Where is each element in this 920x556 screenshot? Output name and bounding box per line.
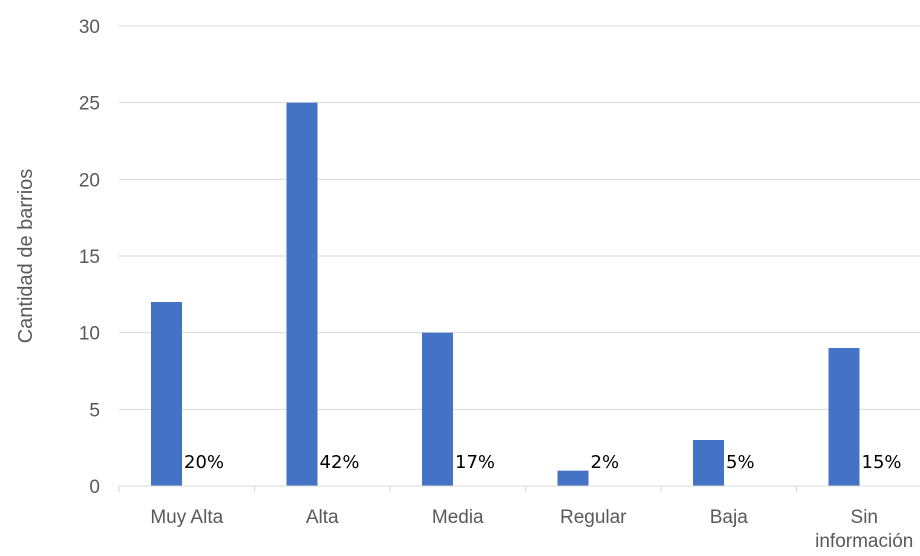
x-category-label: Regular	[560, 507, 627, 528]
bars	[151, 102, 860, 487]
data-label: 42%	[320, 452, 360, 473]
x-category-label: Sin	[851, 507, 878, 528]
bar	[151, 302, 182, 486]
data-label: 20%	[184, 452, 224, 473]
y-tick-label: 30	[79, 17, 100, 38]
gridlines	[119, 25, 920, 410]
data-label: 2%	[591, 452, 620, 473]
x-category-label: Media	[432, 507, 484, 528]
x-category-label: Muy Alta	[150, 507, 223, 528]
y-tick-label: 10	[79, 324, 100, 345]
y-tick-label: 5	[89, 400, 100, 421]
y-tick-label: 25	[79, 94, 100, 115]
bar	[422, 332, 453, 486]
y-axis-ticks: 0 5 10 15 20 25 30	[79, 17, 100, 498]
data-label: 5%	[726, 452, 755, 473]
bar	[557, 470, 589, 486]
x-axis: Muy Alta Alta Media Regular Baja Sin informaci…	[118, 485, 920, 552]
bar	[828, 348, 860, 486]
bar	[693, 440, 724, 486]
x-category-label: Baja	[710, 507, 748, 528]
y-tick-label: 0	[89, 477, 100, 498]
y-axis-title: Cantidad de barrios	[15, 169, 37, 344]
x-category-label: Alta	[306, 507, 339, 528]
y-tick-label: 20	[79, 170, 100, 191]
data-labels: 20% 42% 17% 2% 5% 15%	[184, 452, 902, 473]
data-label: 17%	[455, 452, 495, 473]
y-tick-label: 15	[79, 247, 100, 268]
bar	[286, 102, 318, 487]
data-label: 15%	[862, 452, 902, 473]
x-category-label: información	[815, 531, 913, 551]
